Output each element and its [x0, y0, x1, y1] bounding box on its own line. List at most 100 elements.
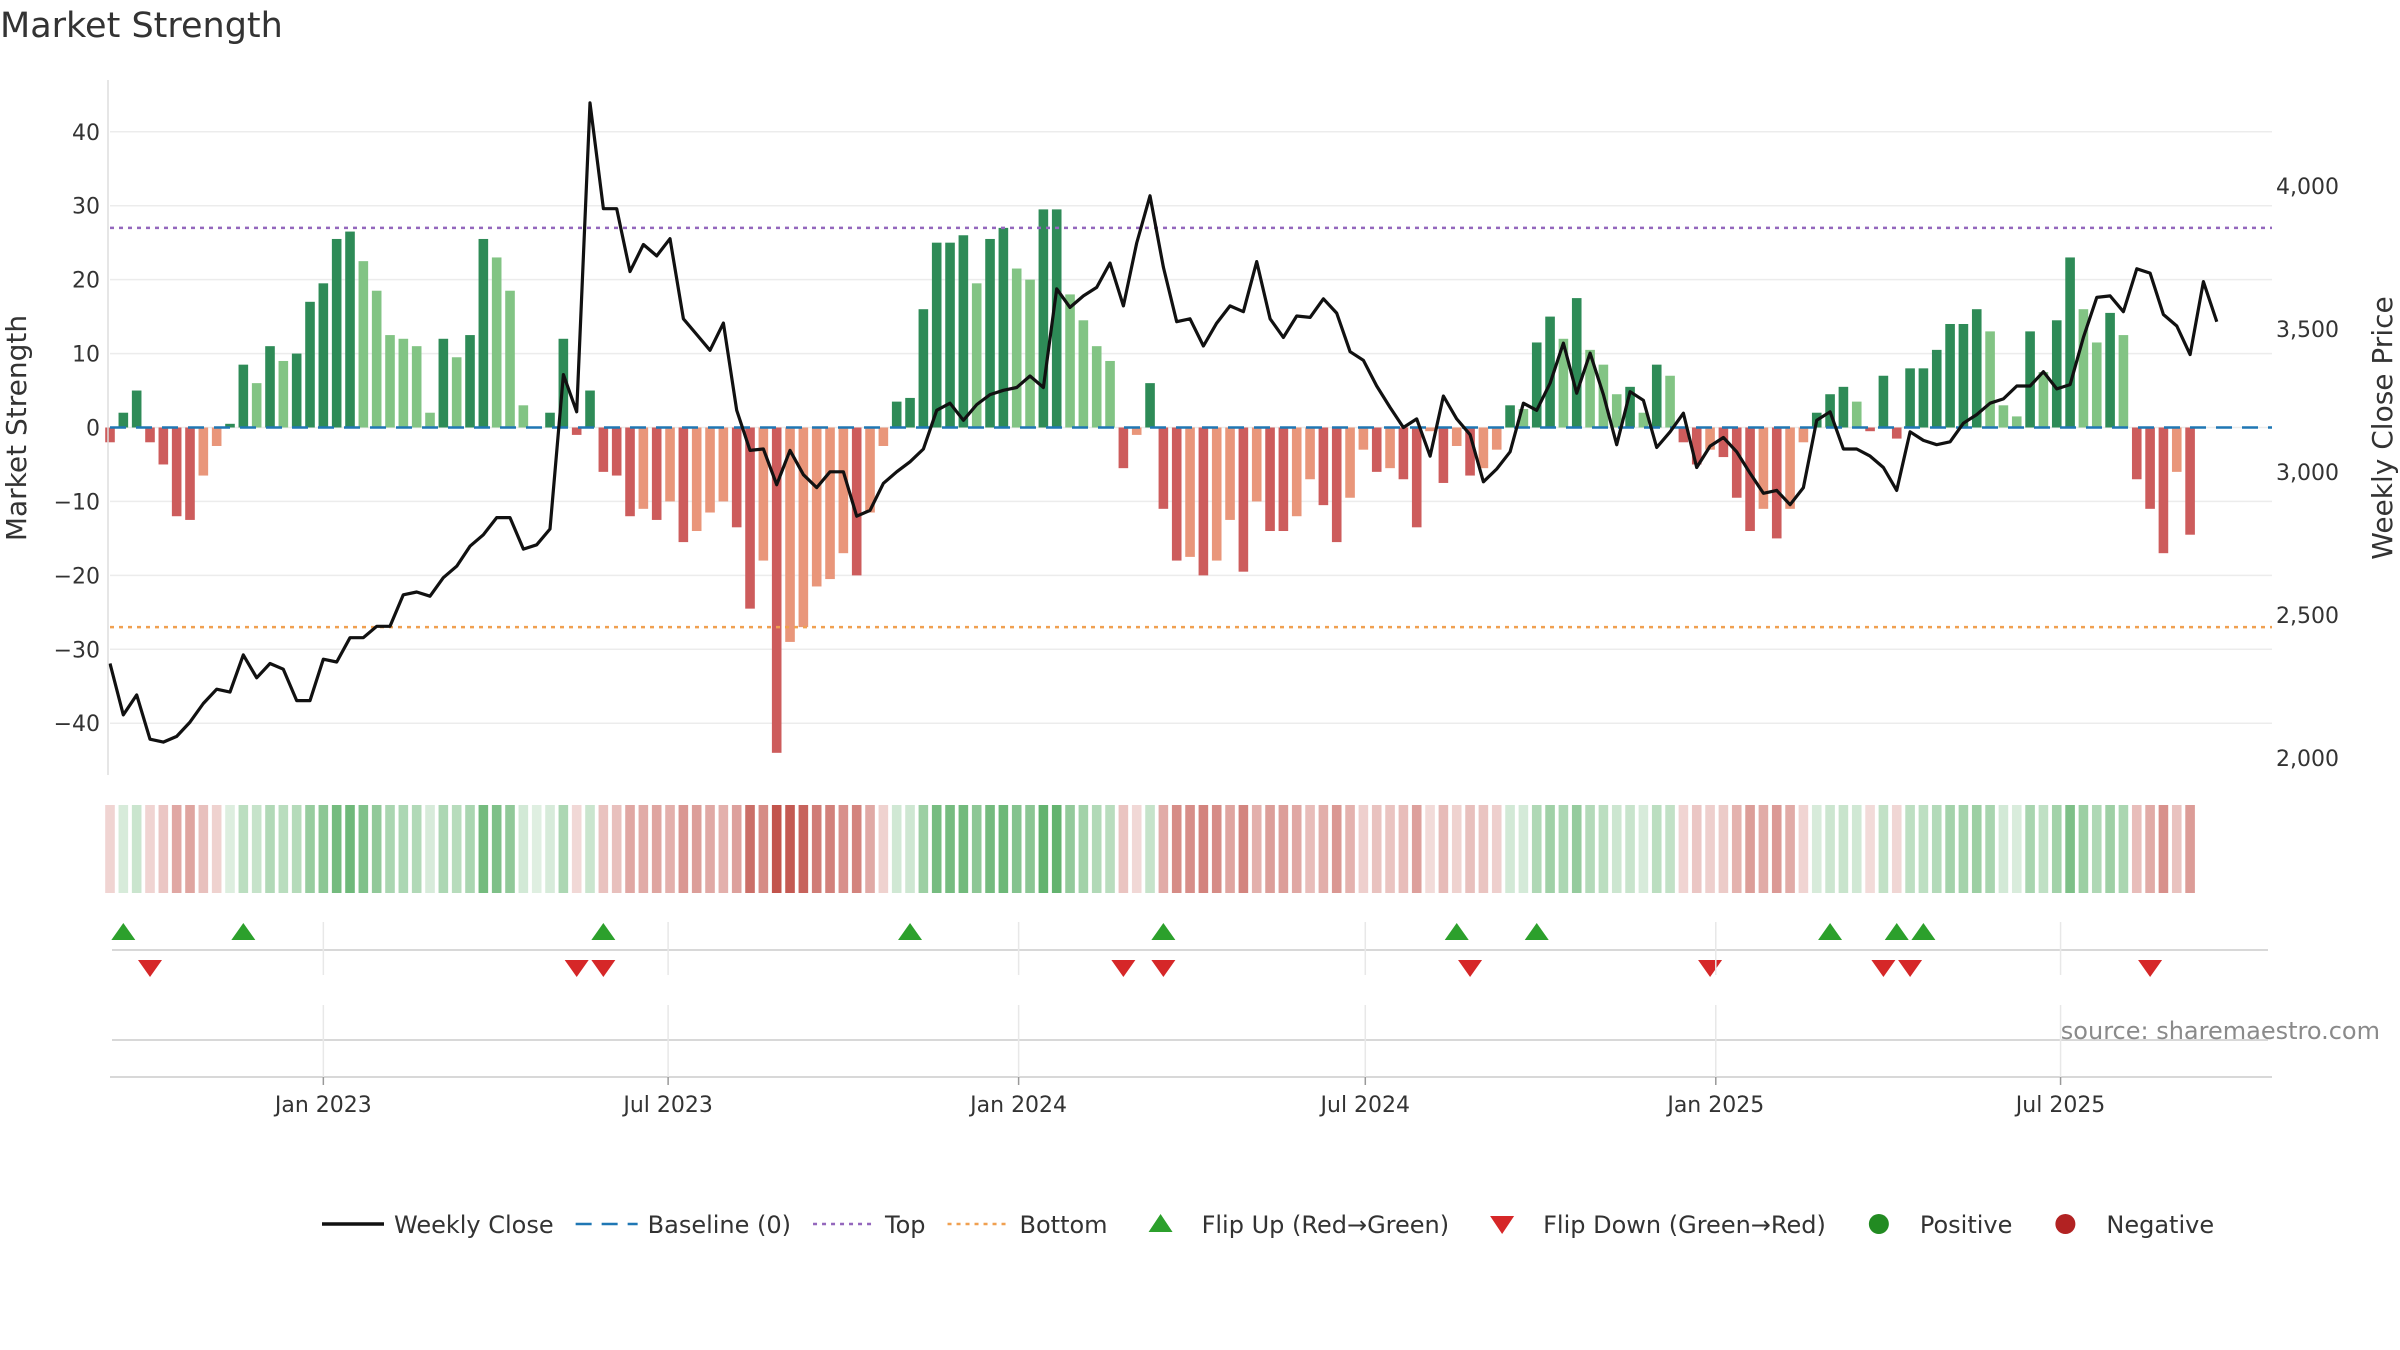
strip-cell — [531, 805, 542, 893]
strip-cell — [2105, 805, 2115, 893]
strength-bar — [385, 335, 395, 428]
flip-down-marker — [591, 960, 616, 977]
chart-title: Market Strength — [0, 6, 283, 46]
legend-item: Top — [813, 1211, 926, 1239]
legend-label: Flip Up (Red→Green) — [1202, 1211, 1450, 1239]
strip-cell — [558, 805, 569, 893]
strength-bar — [1758, 427, 1769, 509]
strip-cell — [1971, 805, 1982, 893]
strength-bar — [665, 427, 675, 502]
strength-bar — [2011, 416, 2022, 428]
strip-cell — [358, 805, 369, 893]
y-tick-right: 3,000 — [2276, 461, 2339, 486]
flip-down-marker — [1111, 960, 1136, 977]
strip-cell — [1758, 805, 1769, 893]
strip-cell — [1611, 805, 1622, 893]
strip-cell — [1038, 805, 1049, 893]
strip-cell — [1825, 805, 1835, 893]
strength-bar — [425, 412, 435, 428]
strength-bar — [1051, 209, 1062, 428]
strip-cell — [1451, 805, 1462, 893]
strength-bar — [318, 283, 329, 428]
strength-bar — [585, 390, 595, 428]
strength-bar — [651, 427, 662, 520]
strength-bar — [1291, 427, 1302, 517]
strength-bar — [251, 383, 262, 428]
strip-cell — [838, 805, 849, 893]
strength-bar — [145, 427, 155, 443]
strength-bar — [1705, 427, 1715, 450]
strength-bar — [478, 238, 489, 428]
legend-label: Baseline (0) — [648, 1211, 791, 1239]
strip-cell — [2145, 805, 2155, 893]
strip-cell — [1305, 805, 1315, 893]
strip-cell — [771, 805, 782, 893]
strip-cell — [1211, 805, 1222, 893]
strip-cell — [1745, 805, 1755, 893]
strength-bar — [1945, 323, 1955, 428]
strength-bar — [1331, 427, 1342, 543]
strength-bar — [2171, 427, 2182, 472]
strength-bar — [1731, 427, 1742, 498]
strip-cell — [638, 805, 649, 893]
strip-cell — [1731, 805, 1742, 893]
y-tick-left: 40 — [72, 121, 100, 146]
strength-bar — [1665, 375, 1675, 428]
strip-cell — [1065, 805, 1075, 893]
strength-bar — [2051, 320, 2062, 428]
legend-item: Flip Up (Red→Green) — [1148, 1211, 1450, 1239]
strength-bar — [1931, 349, 1942, 428]
y-tick-left: −40 — [54, 712, 100, 737]
strength-bar — [1371, 427, 1382, 472]
strip-cell — [811, 805, 822, 893]
strength-bar — [638, 427, 649, 509]
x-tick-label: Jan 2025 — [1665, 1093, 1764, 1118]
flip-up-marker — [1524, 923, 1549, 940]
strength-bar — [1211, 427, 1222, 561]
strip-cell — [1131, 805, 1142, 893]
x-tick-label: Jul 2024 — [1319, 1093, 1411, 1118]
strength-bar — [1545, 316, 1555, 428]
legend-swatch-circle — [2055, 1214, 2076, 1234]
strength-bar — [1638, 412, 1649, 428]
strength-bar — [1838, 386, 1849, 428]
strength-bar — [2118, 335, 2129, 428]
strength-bar — [1558, 338, 1569, 428]
strength-bar — [1358, 427, 1369, 450]
strip-cell — [278, 805, 289, 893]
strip-cell — [1398, 805, 1409, 893]
strip-cell — [1491, 805, 1502, 893]
flip-up-marker — [1911, 923, 1936, 940]
strip-cell — [1185, 805, 1195, 893]
strip-cell — [331, 805, 342, 893]
strength-bar — [1158, 427, 1169, 509]
strength-bar — [465, 335, 475, 428]
strip-cell — [491, 805, 502, 893]
strip-cell — [931, 805, 942, 893]
x-tick-label: Jul 2025 — [2014, 1093, 2106, 1118]
y-tick-left: 0 — [86, 417, 100, 442]
strip-cell — [1598, 805, 1609, 893]
strength-bar — [1985, 331, 1995, 428]
strength-bars — [105, 209, 2195, 753]
flip-up-marker — [111, 923, 136, 940]
strength-bar — [265, 346, 275, 428]
strength-bar — [771, 427, 782, 753]
strip-cell — [371, 805, 382, 893]
strip-cell — [611, 805, 622, 893]
strength-bar — [1771, 427, 1782, 539]
strength-bar — [491, 257, 502, 428]
y-tick-left: 20 — [72, 269, 100, 294]
strip-cell — [1891, 805, 1902, 893]
strength-bar — [745, 427, 755, 609]
strip-cell — [1331, 805, 1342, 893]
strength-bar — [905, 397, 915, 428]
strength-bar — [878, 427, 889, 446]
strip-cell — [865, 805, 875, 893]
strength-bar — [785, 427, 795, 642]
strength-bar — [238, 364, 249, 428]
strip-cell — [2171, 805, 2182, 893]
strength-bar — [1238, 427, 1249, 572]
strip-cell — [1798, 805, 1809, 893]
